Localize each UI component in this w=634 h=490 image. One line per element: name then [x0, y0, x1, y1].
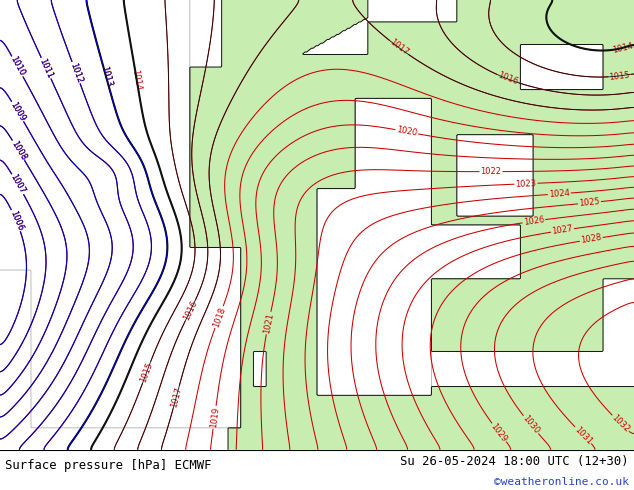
Text: 1025: 1025 [579, 197, 600, 208]
Text: 1014: 1014 [131, 69, 143, 91]
Text: Su 26-05-2024 18:00 UTC (12+30): Su 26-05-2024 18:00 UTC (12+30) [400, 455, 629, 467]
Text: 1011: 1011 [37, 57, 55, 79]
Text: 1012: 1012 [68, 61, 84, 84]
Text: 1026: 1026 [523, 215, 545, 227]
Text: 1032: 1032 [610, 413, 631, 434]
Text: 1031: 1031 [573, 425, 594, 446]
Text: 1011: 1011 [37, 57, 55, 79]
Text: 1014: 1014 [612, 41, 634, 54]
Text: 1009: 1009 [8, 100, 27, 123]
Text: 1024: 1024 [548, 189, 570, 199]
Text: 1006: 1006 [8, 209, 24, 232]
Text: 1015: 1015 [609, 70, 631, 81]
Text: ©weatheronline.co.uk: ©weatheronline.co.uk [494, 477, 629, 487]
Text: 1021: 1021 [262, 312, 275, 334]
Text: 1008: 1008 [9, 139, 28, 162]
Text: 1010: 1010 [8, 55, 27, 78]
Text: 1020: 1020 [396, 125, 418, 138]
Text: 1008: 1008 [9, 139, 28, 162]
Text: 1017: 1017 [169, 386, 183, 409]
Text: 1007: 1007 [8, 173, 27, 196]
Text: 1016: 1016 [181, 299, 199, 322]
Text: 1022: 1022 [481, 167, 501, 176]
Text: 1016: 1016 [496, 71, 519, 87]
Text: 1017: 1017 [388, 38, 410, 57]
Text: 1009: 1009 [8, 100, 27, 123]
Text: 1028: 1028 [580, 233, 602, 245]
Text: 1010: 1010 [8, 55, 27, 78]
Text: 1019: 1019 [209, 406, 221, 428]
Text: 1018: 1018 [211, 306, 227, 328]
Text: 1029: 1029 [489, 421, 509, 443]
Text: Surface pressure [hPa] ECMWF: Surface pressure [hPa] ECMWF [5, 459, 212, 471]
Text: 1013: 1013 [99, 65, 113, 88]
Text: 1023: 1023 [515, 179, 537, 189]
Text: 1030: 1030 [521, 414, 541, 436]
Text: 1012: 1012 [68, 61, 84, 84]
Text: 1013: 1013 [99, 65, 113, 88]
Text: 1007: 1007 [8, 173, 27, 196]
Text: 1006: 1006 [8, 209, 24, 232]
Text: 1027: 1027 [552, 224, 574, 236]
Text: 1015: 1015 [139, 361, 155, 384]
